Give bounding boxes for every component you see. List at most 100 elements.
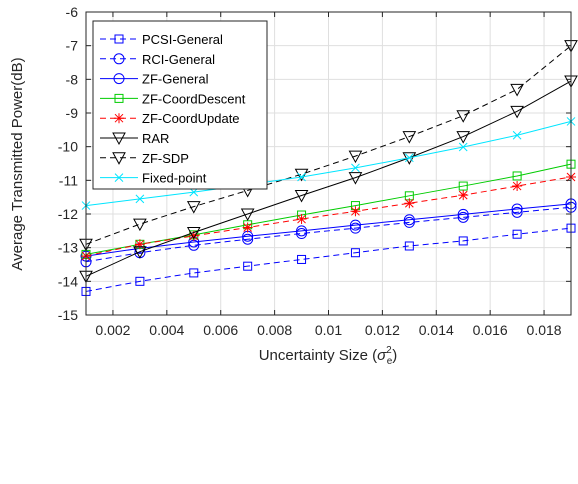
data-point-pcsi-general [458,236,468,246]
data-point-rar [456,131,471,144]
legend-marker [114,93,124,103]
data-point-rci-general [403,216,415,228]
x-tick-label: 0.006 [203,322,238,338]
legend-item-zf-sdp: ZF-SDP [100,151,189,166]
data-point-rci-general [242,233,254,245]
legend-marker [114,113,124,124]
legend-item-zf-general: ZF-General [100,72,209,87]
data-point-zf-sdp [186,201,201,214]
data-point-zf-sdp [456,110,471,123]
data-point-zf-general [403,214,415,226]
x-axis-title: Uncertainty Size (σ2 e) [259,345,398,367]
data-point-zf-general [457,208,469,220]
data-point-rar [133,246,147,259]
legend-item-zf-coordupdate: ZF-CoordUpdate [100,111,240,126]
legend-item-pcsi-general: PCSI-General [100,32,223,47]
data-point-zf-sdp [402,131,417,144]
x-tick-label: 0.002 [95,322,130,338]
data-point-fixed-point [458,142,468,152]
data-point-zf-coordupdate [134,239,145,250]
y-tick-label: -15 [58,307,78,323]
legend-marker [114,34,124,44]
legend-marker [112,152,126,165]
legend-marker [114,173,124,182]
x-tick-label: 0.004 [149,322,184,338]
data-point-zf-sdp [348,150,363,164]
y-tick-label: -9 [66,105,79,121]
legend-marker [113,73,125,85]
data-point-zf-coordupdate [458,190,469,201]
data-point-rar [240,208,255,222]
y-tick-label: -10 [58,139,78,155]
series-line-zf-sdp [85,45,572,245]
series-pcsi-general [81,223,576,296]
legend-label: ZF-CoordUpdate [142,111,240,126]
data-point-zf-coordupdate [188,230,199,241]
legend-label: ZF-SDP [142,151,189,166]
legend-label: ZF-CoordDescent [142,91,246,106]
y-tick-label: -11 [59,172,78,188]
data-point-rci-general [457,211,469,223]
y-tick-label: -7 [66,38,79,54]
legend-label: Fixed-point [142,171,207,186]
legend-box [92,20,268,190]
data-point-zf-coordupdate [296,214,307,225]
data-point-fixed-point [297,172,306,182]
x-tick-label: 0.014 [419,322,454,338]
y-tick-label: -13 [58,240,78,256]
legend-item-zf-coorddescent: ZF-CoordDescent [100,91,246,106]
data-point-zf-sdp [294,168,309,182]
series-line-pcsi-general [85,227,572,292]
data-point-zf-coordupdate [512,181,523,192]
data-point-zf-general [511,203,523,215]
x-tick-label: 0.016 [473,322,508,338]
data-point-pcsi-general [189,268,199,278]
data-point-zf-sdp [510,83,524,97]
series-line-fixed-point [85,120,572,207]
data-point-pcsi-general [404,241,414,251]
legend-label: RAR [142,131,169,146]
x-tick-label: 0.012 [365,322,400,338]
legend-item-rar: RAR [100,131,169,146]
legend-item-fixed-point: Fixed-point [100,171,207,186]
y-tick-label: -6 [66,4,79,20]
data-point-zf-coordupdate [242,222,253,233]
y-tick-label: -14 [58,273,78,289]
legend-item-rci-general: RCI-General [100,52,215,67]
series-line-rar [85,80,572,277]
legend-marker [112,132,126,146]
grid [86,11,571,316]
y-axis-title: Average Transmitted Power(dB) [9,57,26,270]
data-point-zf-general [296,225,308,237]
data-point-fixed-point [351,163,360,173]
legend-label: PCSI-General [142,32,223,47]
data-point-zf-coorddescent [512,171,522,181]
data-point-fixed-point [135,194,145,204]
x-tick-label: 0.018 [527,322,562,338]
data-point-zf-coordupdate [404,198,415,209]
legend-marker [113,53,125,65]
data-point-rci-general [511,206,523,218]
series-rar [79,75,578,284]
data-point-rci-general [296,228,308,240]
data-point-pcsi-general [350,248,360,258]
ticks: 0.002 0.004 0.006 0.008 0.01 0.012 0.014 0.016 0… [58,4,571,338]
legend-label: RCI-General [142,52,215,67]
data-point-fixed-point [512,130,522,140]
legend-label: ZF-General [142,72,209,87]
data-point-rar [510,105,524,119]
legend: PCSI-General RCI-General ZF-General ZF-Coor… [92,20,268,190]
data-point-pcsi-general [297,254,307,264]
series-line-rci-general [85,206,572,263]
data-point-pcsi-general [512,229,522,239]
data-point-fixed-point [404,153,414,163]
y-tick-label: -8 [66,71,79,87]
data-point-zf-general [349,219,361,231]
data-point-rar [348,172,363,185]
series-line-zf-coordupdate [85,176,572,257]
y-tick-label: -12 [58,206,78,222]
data-point-zf-coorddescent [458,181,468,191]
x-tick-label: 0.01 [315,322,342,338]
